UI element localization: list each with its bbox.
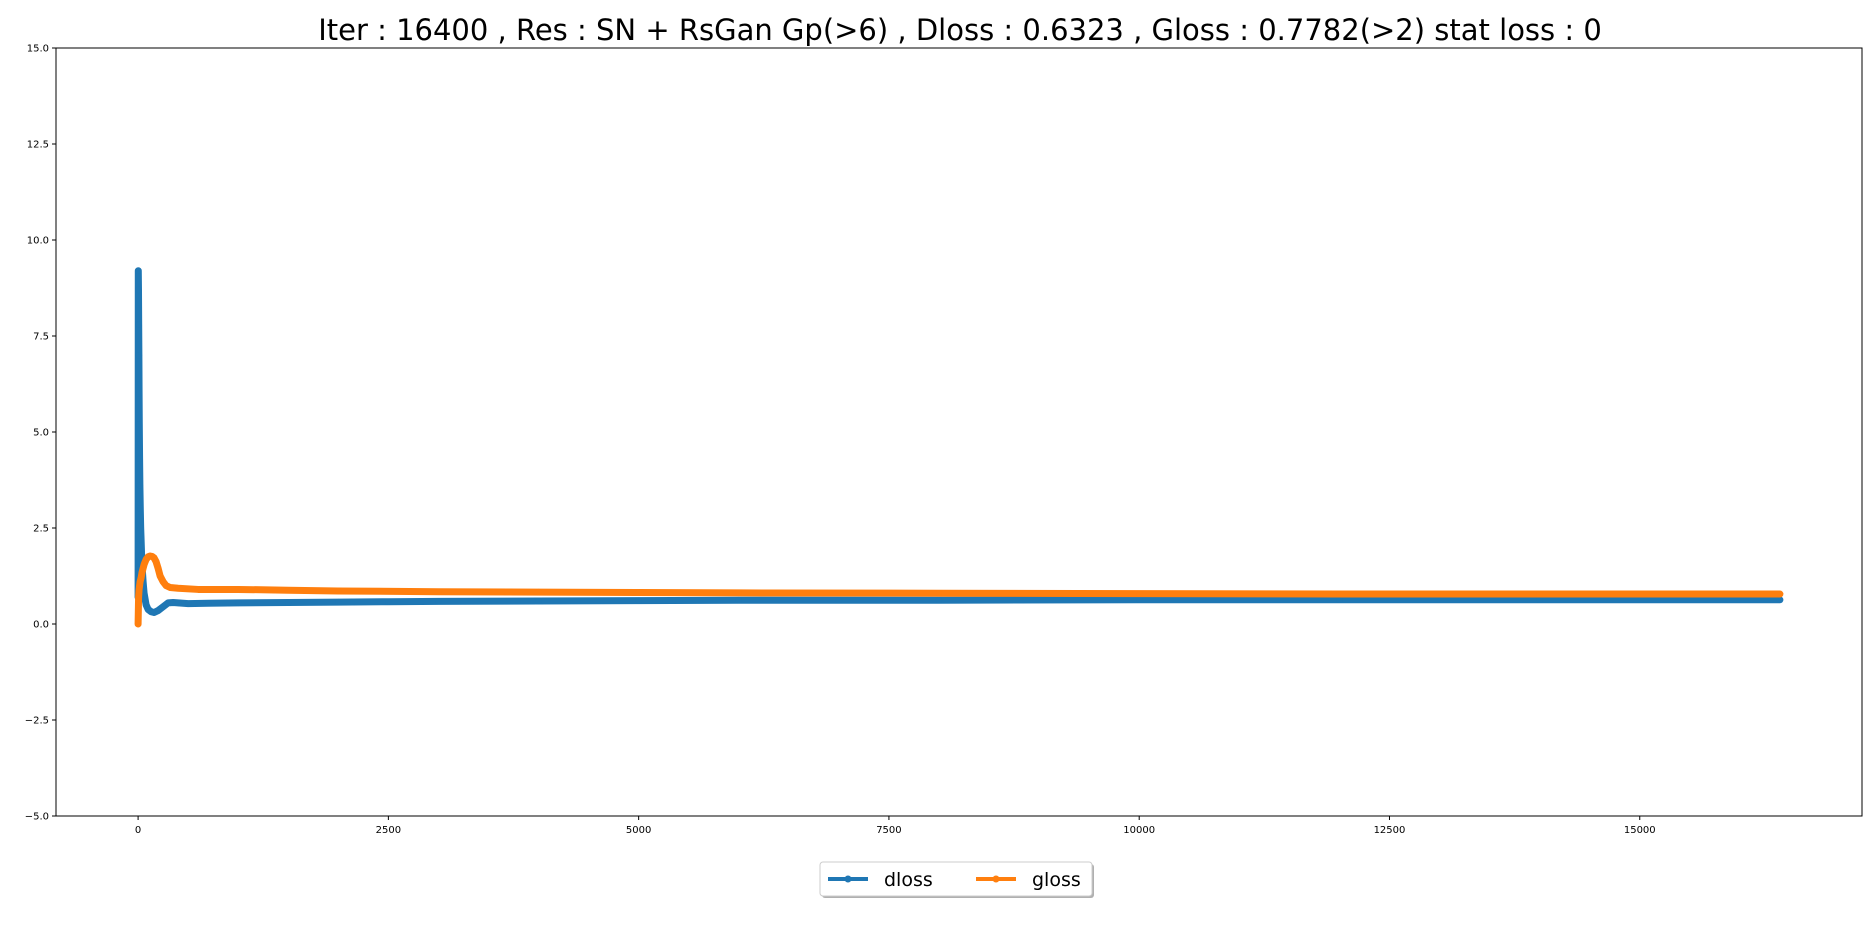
data-point-gloss [235, 586, 242, 593]
data-point-dloss [137, 524, 144, 532]
data-point-gloss [138, 568, 146, 576]
data-point-dloss [154, 607, 162, 614]
x-tick-label: 2500 [376, 825, 401, 836]
data-point-gloss [1336, 590, 1343, 598]
y-tick-label: −2.5 [25, 716, 49, 727]
x-tick-label: 12500 [1374, 825, 1406, 836]
data-point-gloss [166, 584, 174, 591]
data-point-dloss [1776, 596, 1784, 604]
data-point-dloss [140, 590, 148, 597]
data-point-dloss [135, 390, 143, 397]
series-layer [134, 267, 1784, 628]
data-point-gloss [140, 561, 148, 568]
data-point-gloss [135, 593, 142, 601]
legend-item-dloss: dloss [828, 869, 933, 891]
data-point-dloss [136, 455, 143, 463]
data-point-dloss [535, 597, 542, 605]
data-point-gloss [335, 587, 342, 595]
legend-swatch-marker [844, 875, 852, 883]
data-point-gloss [1136, 590, 1143, 597]
y-tick-label: 12.5 [27, 140, 49, 151]
data-point-gloss [1536, 590, 1543, 598]
data-point-dloss [137, 536, 145, 543]
legend-label: gloss [1032, 869, 1081, 891]
data-point-gloss [1776, 590, 1784, 598]
data-point-dloss [385, 598, 392, 605]
series-gloss [134, 552, 1784, 628]
data-point-gloss [285, 587, 292, 594]
series-dloss [134, 267, 1784, 616]
data-point-gloss [174, 585, 182, 592]
data-point-gloss [635, 589, 642, 596]
x-tick-label: 15000 [1624, 825, 1656, 836]
series-line-gloss [134, 552, 1784, 628]
y-axis: −5.0 −2.5 0.0 2.5 5.0 7.5 10.0 12.5 15.0 [25, 44, 56, 823]
legend-item-gloss: gloss [976, 869, 1081, 891]
data-point-dloss [285, 599, 292, 606]
data-point-gloss [735, 589, 742, 597]
data-point-gloss [535, 588, 542, 596]
chart-title: Iter : 16400 , Res : SN + RsGan Gp(>6) ,… [318, 13, 1602, 47]
data-point-dloss [735, 596, 742, 604]
legend-box [819, 861, 1093, 897]
data-point-gloss [156, 572, 164, 580]
data-point-dloss [635, 597, 642, 604]
data-point-dloss [135, 286, 142, 294]
x-tick-label: 0 [135, 825, 141, 836]
data-point-gloss [194, 586, 202, 593]
plot-area-frame [55, 47, 1863, 817]
data-point-dloss [935, 596, 943, 604]
x-axis: 0 2500 5000 7500 10000 12500 15000 [135, 816, 1656, 836]
data-point-dloss [235, 599, 242, 607]
y-tick-label: 15.0 [27, 44, 49, 55]
legend-swatch-marker [992, 875, 1000, 883]
data-point-dloss [1136, 596, 1143, 604]
data-point-dloss [174, 599, 182, 607]
y-tick-label: −5.0 [25, 812, 49, 823]
y-tick-label: 7.5 [33, 332, 49, 343]
data-point-dloss [159, 603, 167, 610]
x-tick-label: 10000 [1123, 825, 1155, 836]
y-tick-label: 10.0 [27, 236, 49, 247]
data-point-dloss [204, 600, 212, 607]
data-point-dloss [136, 482, 144, 489]
data-point-dloss [184, 600, 192, 607]
data-point-dloss [135, 352, 143, 359]
data-point-gloss [935, 590, 943, 597]
data-point-dloss [136, 421, 143, 428]
y-tick-label: 5.0 [33, 428, 49, 439]
data-point-gloss [137, 574, 145, 582]
data-point-dloss [435, 598, 442, 605]
data-point-dloss [135, 267, 142, 274]
data-point-dloss [164, 599, 172, 607]
data-point-dloss [135, 321, 142, 328]
data-point-dloss [169, 599, 177, 606]
data-point-dloss [1536, 596, 1543, 604]
data-point-dloss [1336, 596, 1343, 604]
series-line-dloss [134, 267, 1784, 616]
data-point-dloss [138, 551, 145, 559]
x-tick-label: 7500 [876, 825, 901, 836]
data-point-gloss [154, 565, 162, 572]
x-tick-label: 5000 [626, 825, 651, 836]
legend: dloss gloss [819, 861, 1094, 898]
data-point-gloss [435, 588, 442, 595]
y-tick-label: 0.0 [33, 620, 49, 631]
data-point-gloss [152, 558, 160, 565]
y-tick-label: 2.5 [33, 524, 49, 535]
data-point-dloss [835, 596, 843, 604]
data-point-gloss [134, 620, 142, 628]
legend-label: dloss [884, 869, 933, 891]
data-point-dloss [335, 598, 342, 606]
data-point-dloss [137, 505, 144, 512]
